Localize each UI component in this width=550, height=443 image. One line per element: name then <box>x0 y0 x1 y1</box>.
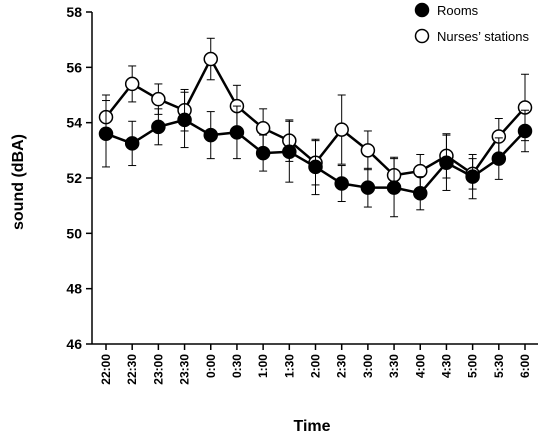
x-axis-label: Time <box>293 418 330 435</box>
data-point <box>517 123 533 139</box>
data-point <box>229 125 245 140</box>
data-point <box>334 122 349 137</box>
legend-marker-nurses-stations <box>414 28 430 44</box>
data-point <box>413 163 428 179</box>
data-point <box>386 180 402 195</box>
legend-label-rooms: Rooms <box>437 3 479 18</box>
data-point <box>98 126 114 141</box>
x-tick-label: 5:00 <box>466 354 480 378</box>
series-rooms <box>98 91 533 218</box>
y-tick-label: 58 <box>66 4 82 20</box>
x-tick-label: 5:30 <box>492 354 506 378</box>
data-point <box>465 169 480 184</box>
data-point <box>124 76 140 92</box>
data-point <box>439 155 454 171</box>
y-axis-label: sound (dBA) <box>10 134 27 230</box>
y-tick-label: 54 <box>66 115 82 131</box>
data-point <box>308 159 323 175</box>
data-point <box>282 144 297 159</box>
x-tick-label: 0:30 <box>230 354 244 378</box>
x-tick-label: 0:00 <box>204 354 218 378</box>
x-axis-ticks: 22:00 22:30 23:00 23:30 0:00 0:30 1:00 1:30 2:00… <box>99 344 532 385</box>
y-tick-label: 48 <box>66 281 82 297</box>
x-tick-label: 1:00 <box>256 354 270 378</box>
x-tick-label: 1:30 <box>282 354 296 378</box>
series-layer <box>98 37 533 218</box>
data-point <box>177 112 192 128</box>
x-tick-label: 4:00 <box>413 354 427 378</box>
data-point <box>255 120 271 136</box>
data-point <box>203 127 218 143</box>
legend: Rooms Nurses’ stations <box>414 2 529 44</box>
x-tick-label: 4:30 <box>439 354 453 378</box>
data-point <box>124 136 140 151</box>
data-point <box>334 176 349 191</box>
data-point <box>151 119 166 135</box>
x-tick-label: 23:30 <box>178 354 192 385</box>
x-tick-label: 23:00 <box>151 354 165 385</box>
data-point <box>255 145 271 161</box>
data-point <box>360 143 376 158</box>
y-tick-label: 46 <box>66 336 82 352</box>
y-tick-label: 56 <box>66 59 82 75</box>
x-tick-label: 3:00 <box>361 354 375 378</box>
data-point <box>413 185 428 201</box>
y-tick-label: 52 <box>66 170 82 186</box>
data-point <box>151 91 166 107</box>
x-tick-label: 2:30 <box>335 354 349 378</box>
x-tick-label: 2:00 <box>309 354 323 378</box>
legend-label-nurses-stations: Nurses’ stations <box>437 29 529 44</box>
x-tick-label: 6:00 <box>518 354 532 378</box>
x-tick-label: 22:00 <box>99 354 113 385</box>
x-tick-label: 22:30 <box>125 354 139 385</box>
y-tick-label: 50 <box>66 225 82 241</box>
legend-marker-rooms <box>414 2 430 18</box>
data-point <box>360 180 376 195</box>
x-tick-label: 3:30 <box>387 354 401 378</box>
y-axis-ticks: 46 48 50 52 54 56 58 <box>66 4 92 352</box>
data-point <box>203 51 218 67</box>
data-point <box>491 151 507 166</box>
